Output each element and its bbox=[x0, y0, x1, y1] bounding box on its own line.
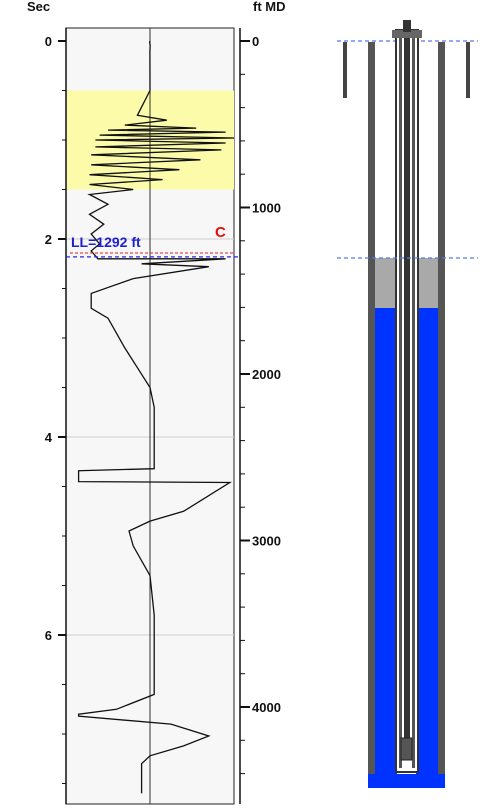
casing-outer-right bbox=[438, 42, 445, 788]
collar-marker-label: C bbox=[215, 224, 226, 241]
fluid-column-right bbox=[416, 308, 438, 788]
left-tick-label: 0 bbox=[45, 34, 52, 49]
right-tick-label: 0 bbox=[252, 34, 259, 49]
tubing-inner-right bbox=[412, 34, 415, 768]
casing-outer-left bbox=[368, 42, 375, 788]
right-axis-ticks: 0 1000 2000 3000 4000 bbox=[240, 34, 281, 775]
left-axis-title: Sec bbox=[27, 0, 50, 14]
right-hanger bbox=[466, 42, 470, 98]
fluid-bottom bbox=[368, 774, 445, 788]
gas-column-right bbox=[416, 258, 438, 308]
acoustic-trace-line bbox=[77, 41, 234, 794]
right-tick-label: 4000 bbox=[252, 700, 281, 715]
right-axis-title: ft MD bbox=[253, 0, 286, 14]
rod-top bbox=[403, 20, 411, 32]
pump bbox=[400, 737, 413, 761]
sucker-rod bbox=[404, 22, 410, 738]
right-tick-label: 2000 bbox=[252, 367, 281, 382]
left-tick-label: 6 bbox=[45, 628, 52, 643]
left-hanger bbox=[343, 42, 347, 98]
gas-column-left bbox=[375, 258, 397, 308]
left-axis-ticks: 0 2 4 6 bbox=[45, 34, 66, 784]
left-tick-label: 2 bbox=[45, 232, 52, 247]
left-tick-label: 4 bbox=[45, 430, 53, 445]
liquid-level-label: LL=1292 ft bbox=[71, 234, 141, 250]
right-tick-label: 1000 bbox=[252, 201, 281, 216]
tubing-inner-left bbox=[399, 34, 402, 768]
fluid-column-left bbox=[375, 308, 397, 788]
wellbore-diagram bbox=[343, 20, 470, 788]
tubing-head bbox=[392, 30, 422, 38]
right-tick-label: 3000 bbox=[252, 534, 281, 549]
